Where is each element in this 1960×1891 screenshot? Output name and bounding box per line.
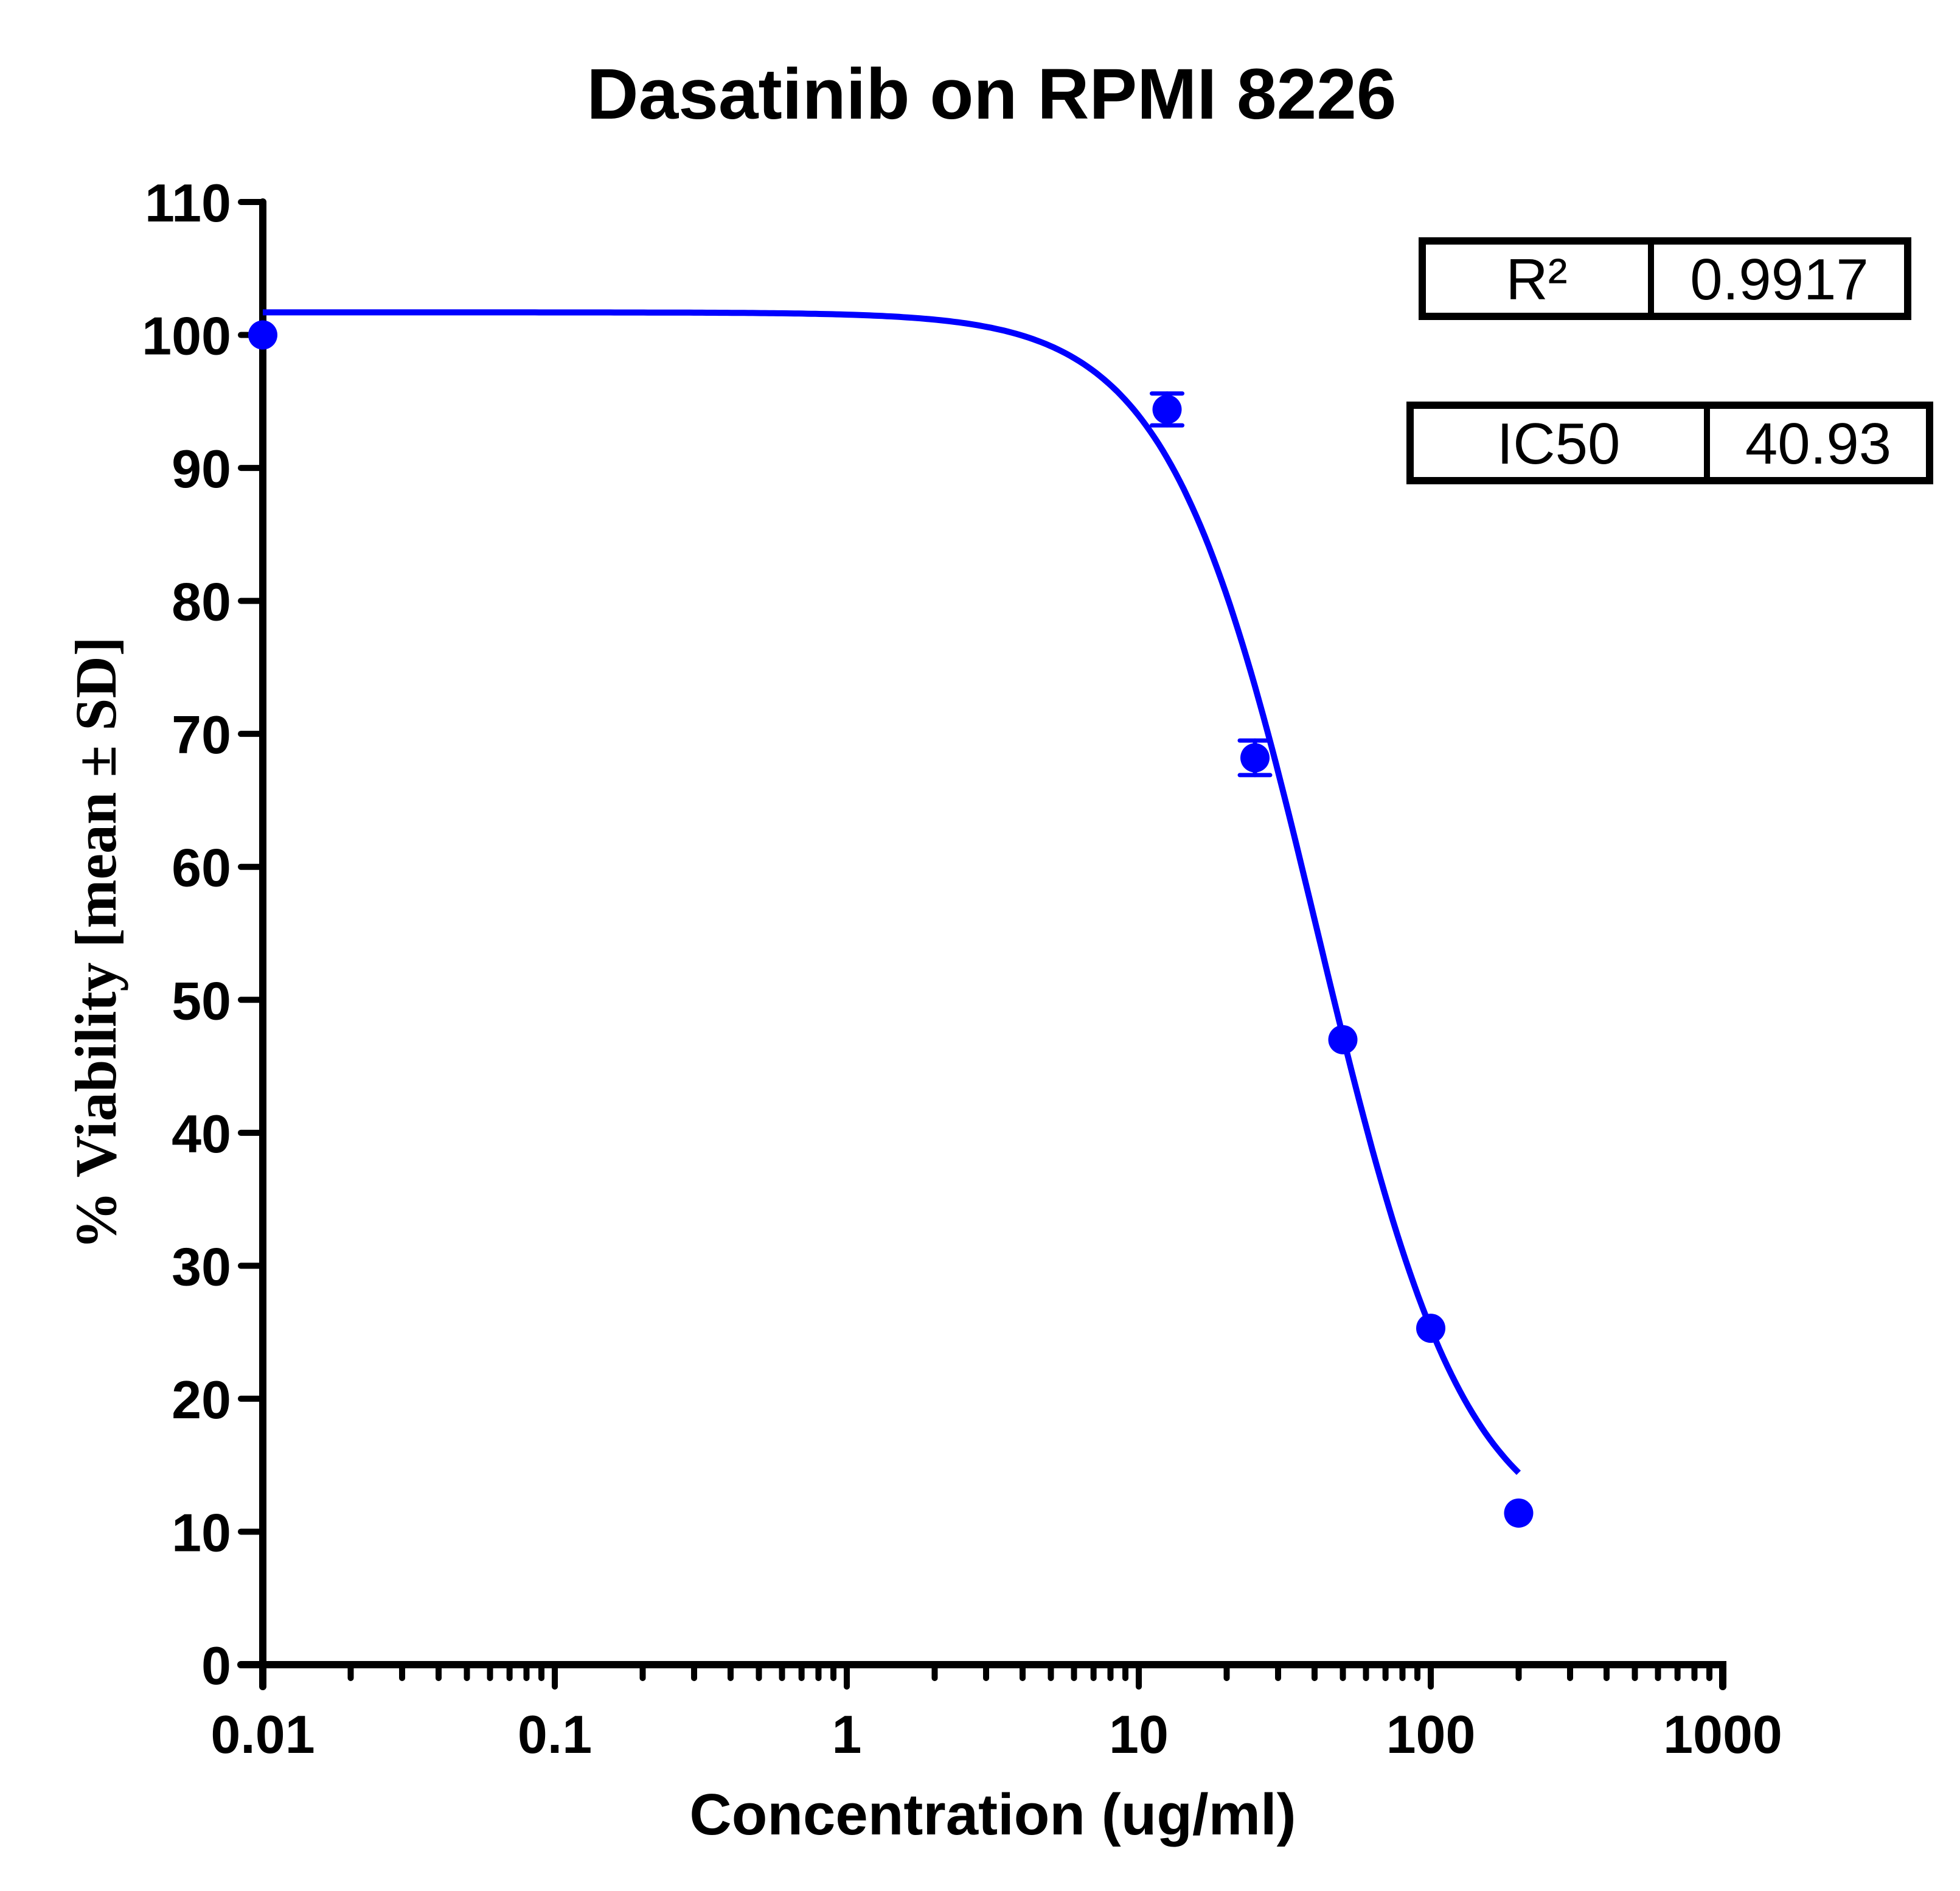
ic50-value: 40.93 <box>1745 411 1891 476</box>
data-point-group <box>1504 1498 1534 1528</box>
x-axis-label: Concentration (ug/ml) <box>689 1782 1296 1847</box>
r-squared-box: R² 0.9917 <box>1419 237 1911 320</box>
x-tick-label: 1000 <box>1663 1704 1782 1764</box>
x-tick-label: 0.01 <box>210 1704 315 1764</box>
y-tick-label: 110 <box>145 173 231 233</box>
x-axis-ticks: 0.01 0.1 1 10 100 1000 <box>210 1662 1782 1764</box>
y-tick-label: 20 <box>172 1370 231 1430</box>
data-point-group <box>1416 1314 1445 1343</box>
data-point <box>1152 394 1182 424</box>
x-tick-label: 0.1 <box>518 1704 592 1764</box>
data-point-group <box>1237 738 1273 778</box>
y-axis-label: % Viability [mean ± SD] <box>63 636 128 1249</box>
r-squared-box-frame <box>1419 237 1911 320</box>
y-tick-label: 60 <box>172 838 231 898</box>
data-point-group <box>1150 391 1185 428</box>
ic50-box-frame <box>1406 402 1933 484</box>
x-axis <box>237 1661 1726 1690</box>
r-squared-value: 0.9917 <box>1690 247 1869 312</box>
y-tick-label: 0 <box>201 1635 231 1696</box>
y-tick-label: 30 <box>172 1236 231 1297</box>
data-points <box>248 320 1534 1528</box>
data-point <box>1416 1314 1445 1343</box>
data-point <box>1328 1025 1358 1054</box>
y-tick-label: 80 <box>172 572 231 632</box>
y-tick-label: 50 <box>172 970 231 1031</box>
ic50-label: IC50 <box>1497 411 1621 476</box>
ic50-box: IC50 40.93 <box>1406 402 1933 484</box>
x-tick-label: 10 <box>1109 1704 1169 1764</box>
x-tick-label: 100 <box>1386 1704 1476 1764</box>
data-point <box>248 320 277 350</box>
data-point-group <box>1328 1025 1358 1054</box>
r-squared-label: R² <box>1506 247 1567 312</box>
y-axis-ticks: 0 10 20 30 40 50 60 70 80 90 100 110 <box>142 173 266 1696</box>
y-tick-label: 90 <box>172 439 231 499</box>
y-tick-label: 100 <box>142 306 231 366</box>
chart-title: Dasatinib on RPMI 8226 <box>586 54 1396 134</box>
data-point <box>1504 1498 1534 1528</box>
fit-curve <box>263 309 1521 1475</box>
y-tick-label: 70 <box>172 705 231 765</box>
x-tick-label: 1 <box>832 1704 862 1764</box>
y-tick-label: 10 <box>172 1502 231 1562</box>
y-tick-label: 40 <box>172 1104 231 1164</box>
data-point-group <box>248 320 277 350</box>
data-point <box>1240 743 1270 773</box>
